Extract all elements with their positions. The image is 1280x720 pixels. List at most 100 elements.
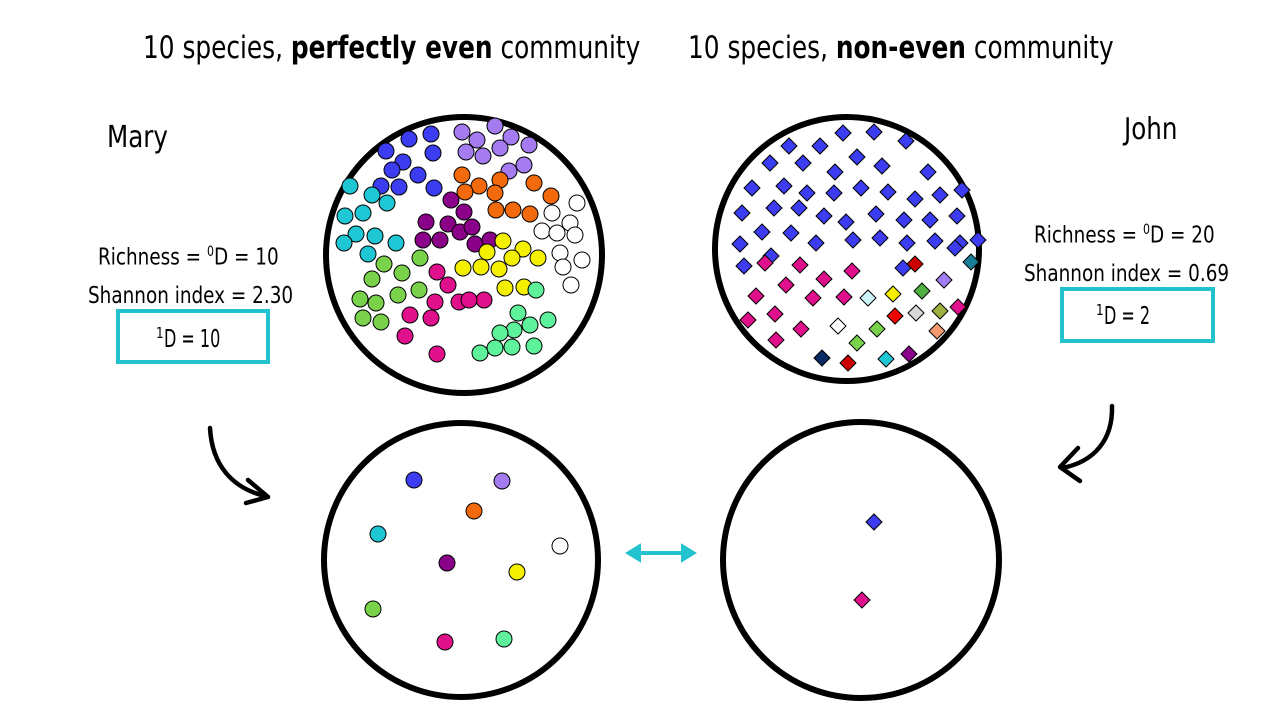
mary-sample-yellow xyxy=(508,563,526,581)
mary-individual-green xyxy=(375,255,393,273)
mary-individual-white xyxy=(573,251,591,269)
john-individual-blue xyxy=(865,123,883,141)
mary-label: Mary xyxy=(107,120,168,155)
mary-individual-blue xyxy=(409,166,427,184)
john-richness: Richness = 0D = 20 xyxy=(1034,222,1215,249)
mary-individual-white xyxy=(568,194,586,212)
john-individual-blue xyxy=(775,177,793,195)
john-individual-magenta xyxy=(949,298,967,316)
mary-individual-cyan xyxy=(359,245,377,263)
mary-individual-orange xyxy=(453,166,471,184)
mary-individual-white xyxy=(533,222,551,240)
john-individual-rare xyxy=(848,334,866,352)
john-individual-blue xyxy=(753,223,771,241)
john-individual-magenta xyxy=(777,276,795,294)
john-individual-blue xyxy=(897,132,915,150)
mary-individual-cyan xyxy=(378,194,396,212)
john-individual-rare xyxy=(913,282,931,300)
mary-individual-purple xyxy=(431,231,449,249)
mary-individual-yellow xyxy=(503,249,521,267)
mary-individual-cyan xyxy=(366,227,384,245)
mary-individual-blue xyxy=(377,142,395,160)
mary-sample-blue xyxy=(405,471,423,489)
mary-individual-blue xyxy=(390,178,408,196)
mary-individual-magenta xyxy=(428,263,446,281)
john-individual-rare xyxy=(839,354,857,372)
john-individual-magenta xyxy=(791,256,809,274)
john-individual-magenta xyxy=(739,311,757,329)
john-individual-blue xyxy=(919,163,937,181)
mary-individual-green xyxy=(389,286,407,304)
mary-sample-mint xyxy=(495,630,513,648)
mary-individual-yellow xyxy=(454,259,472,277)
mary-individual-cyan xyxy=(341,177,359,195)
john-sample-magenta xyxy=(853,591,871,609)
john-individual-rare xyxy=(900,345,918,363)
john-individual-blue xyxy=(879,183,897,201)
mary-individual-cyan xyxy=(335,234,353,252)
mary-sample-orange xyxy=(465,502,483,520)
mary-individual-orange xyxy=(525,174,543,192)
john-individual-blue xyxy=(761,154,779,172)
mary-individual-lavender xyxy=(486,117,504,135)
john-individual-rare xyxy=(906,255,924,273)
mary-individual-orange xyxy=(521,205,539,223)
mary-individual-white xyxy=(554,258,572,276)
mary-community-circle xyxy=(323,114,605,396)
mary-individual-mint xyxy=(503,338,521,356)
mary-individual-blue xyxy=(383,161,401,179)
john-individual-blue xyxy=(834,124,852,142)
mary-individual-mint xyxy=(505,321,523,339)
john-individual-rare xyxy=(859,289,877,307)
mary-individual-mint xyxy=(527,281,545,299)
john-individual-rare xyxy=(935,271,953,289)
john-individual-magenta xyxy=(747,287,765,305)
mary-individual-purple xyxy=(463,218,481,236)
curved-arrow-icon xyxy=(243,477,271,506)
mary-individual-blue xyxy=(400,130,418,148)
mary-individual-yellow xyxy=(490,260,508,278)
john-individual-blue xyxy=(735,257,753,275)
mary-sample-white xyxy=(551,537,569,555)
john-individual-magenta xyxy=(756,254,774,272)
john-individual-blue xyxy=(815,207,833,225)
mary-individual-white xyxy=(562,276,580,294)
mary-individual-magenta xyxy=(401,306,419,324)
john-individual-blue xyxy=(898,234,916,252)
mary-individual-orange xyxy=(486,184,504,202)
mary-individual-green xyxy=(351,290,369,308)
john-individual-blue xyxy=(826,163,844,181)
curved-arrow-icon xyxy=(1057,445,1083,484)
mary-individual-cyan xyxy=(336,207,354,225)
mary-individual-purple xyxy=(414,231,432,249)
title-non-even: 10 species, non-even community xyxy=(688,30,1114,66)
john-individual-magenta xyxy=(804,289,822,307)
mary-individual-white xyxy=(543,204,561,222)
mary-individual-white xyxy=(548,224,566,242)
john-individual-blue xyxy=(852,179,870,197)
mary-individual-green xyxy=(393,264,411,282)
john-individual-magenta xyxy=(835,288,853,306)
mary-individual-orange xyxy=(487,201,505,219)
mary-individual-green xyxy=(363,270,381,288)
john-individual-blue xyxy=(969,231,987,249)
john-individual-blue xyxy=(790,199,808,217)
mary-individual-mint xyxy=(539,311,557,329)
john-individual-blue xyxy=(733,204,751,222)
mary-individual-purple xyxy=(455,203,473,221)
john-individual-blue xyxy=(825,184,843,202)
mary-individual-green xyxy=(354,309,372,327)
mary-individual-lavender xyxy=(474,147,492,165)
mary-individual-green xyxy=(372,313,390,331)
john-individual-blue xyxy=(794,154,812,172)
john-individual-blue xyxy=(926,232,944,250)
john-sample-blue xyxy=(865,513,883,531)
john-individual-blue xyxy=(873,157,891,175)
mary-individual-lavender xyxy=(520,136,538,154)
john-individual-rare xyxy=(868,320,886,338)
john-individual-magenta xyxy=(767,331,785,349)
mary-individual-green xyxy=(367,294,385,312)
mary-sample-lavender xyxy=(493,472,511,490)
